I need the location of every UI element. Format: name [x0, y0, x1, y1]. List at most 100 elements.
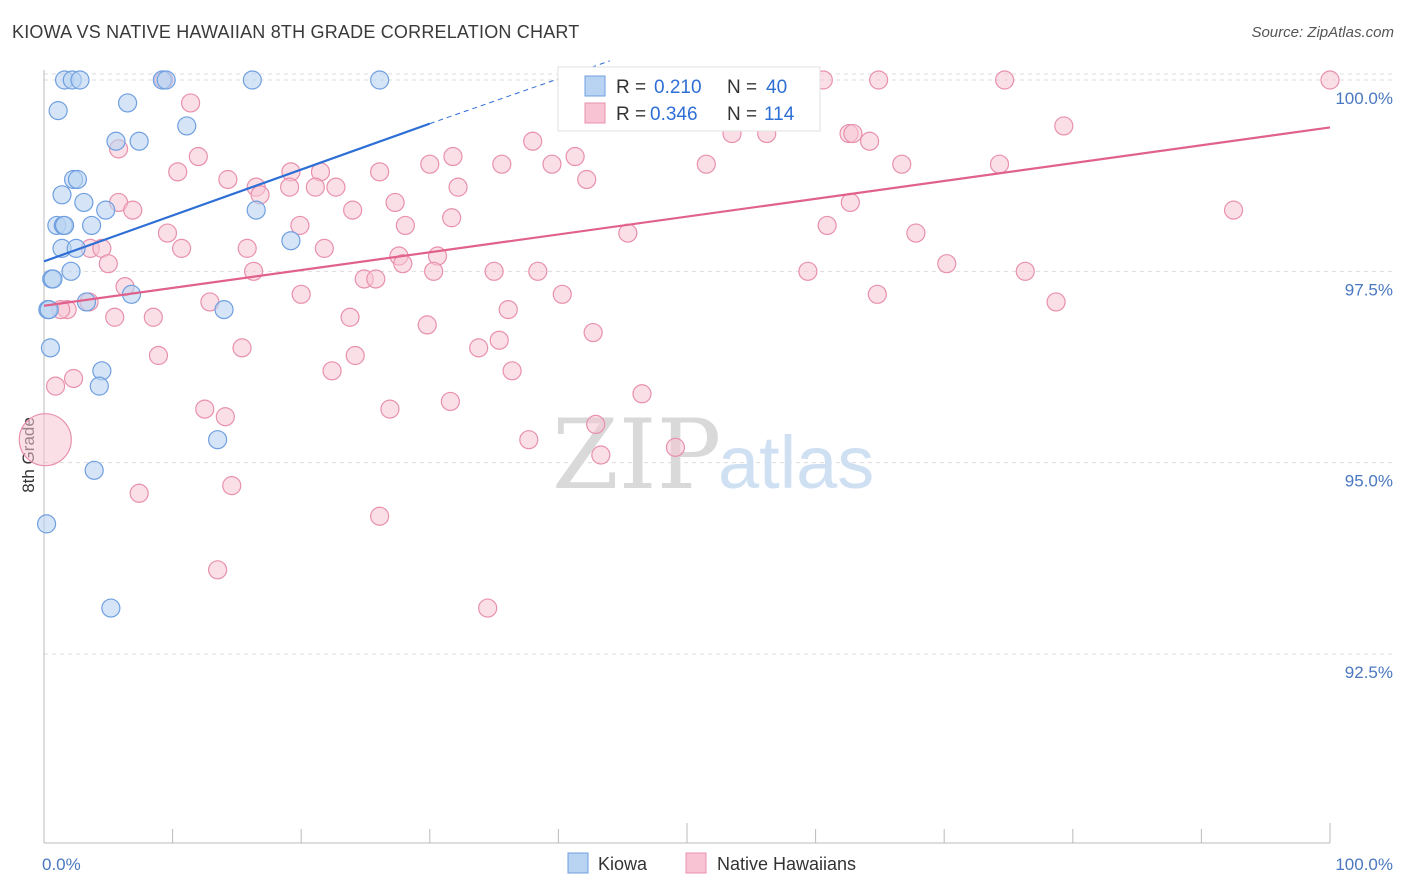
data-point-kiowa: [76, 292, 97, 312]
y-tick-label: 92.5%: [1345, 663, 1393, 682]
data-point-native-hawaiians: [632, 384, 652, 404]
data-point-native-hawaiians: [148, 345, 169, 366]
y-tick-labels: 92.5% 95.0% 97.5% 100.0%: [1335, 89, 1393, 682]
data-point-native-hawaiians: [129, 483, 149, 503]
data-point-kiowa: [370, 70, 390, 90]
data-point-native-hawaiians: [366, 269, 386, 289]
data-point-kiowa: [36, 514, 57, 534]
trend-extension-kiowa: [429, 60, 611, 125]
data-point-kiowa: [48, 101, 68, 121]
data-point-native-hawaiians: [290, 215, 310, 236]
legend-r-value: 0.346: [650, 104, 698, 125]
series-kiowa: [36, 70, 390, 618]
data-point-native-hawaiians: [489, 330, 509, 350]
data-point-native-hawaiians: [232, 338, 252, 358]
data-point-native-hawaiians: [385, 192, 405, 213]
data-point-native-hawaiians: [906, 223, 926, 243]
data-point-native-hawaiians: [1223, 200, 1244, 220]
data-point-native-hawaiians: [322, 361, 342, 381]
data-point-native-hawaiians: [798, 261, 818, 281]
y-tick-label: 95.0%: [1345, 472, 1393, 491]
data-point-native-hawaiians: [157, 223, 178, 243]
data-point-native-hawaiians: [565, 146, 585, 167]
data-point-native-hawaiians: [420, 154, 440, 174]
data-point-kiowa: [281, 231, 301, 251]
data-point-native-hawaiians: [345, 345, 365, 366]
data-point-native-hawaiians: [843, 123, 863, 144]
data-point-native-hawaiians: [1015, 261, 1035, 281]
data-point-kiowa: [214, 300, 234, 320]
data-point-native-hawaiians: [498, 300, 518, 320]
trend-line-kiowa: [43, 122, 431, 263]
data-point-native-hawaiians: [340, 307, 360, 327]
grid-lines: [44, 73, 1392, 655]
data-point-native-hawaiians: [502, 361, 522, 381]
data-point-native-hawaiians: [168, 162, 188, 182]
data-point-kiowa: [96, 200, 116, 220]
data-point-native-hawaiians: [869, 70, 889, 90]
data-point-kiowa: [66, 238, 86, 258]
data-point-kiowa: [208, 430, 228, 450]
data-point-native-hawaiians: [63, 368, 84, 389]
data-point-native-hawaiians: [395, 215, 415, 236]
data-point-native-hawaiians: [222, 476, 242, 496]
legend-n-label: N =: [727, 77, 757, 98]
data-point-native-hawaiians: [478, 598, 498, 618]
data-point-native-hawaiians: [937, 254, 957, 274]
data-point-native-hawaiians: [528, 261, 548, 281]
data-point-native-hawaiians: [440, 391, 460, 412]
data-point-kiowa: [89, 376, 109, 396]
legend-label-kiowa: Kiowa: [598, 854, 648, 874]
data-point-native-hawaiians: [181, 93, 201, 113]
data-point-native-hawaiians: [484, 261, 504, 281]
data-point-native-hawaiians: [519, 430, 539, 450]
data-point-kiowa: [101, 598, 121, 618]
legend-swatch-kiowa: [584, 75, 606, 97]
data-point-native-hawaiians: [98, 254, 118, 274]
data-point-native-hawaiians: [995, 70, 1015, 90]
watermark-zip: ZIP: [552, 399, 721, 511]
chart-title: KIOWA VS NATIVE HAWAIIAN 8TH GRADE CORRE…: [12, 22, 580, 42]
data-point-kiowa: [106, 131, 126, 151]
data-point-native-hawaiians: [208, 560, 228, 580]
data-point-native-hawaiians: [370, 506, 390, 526]
data-point-native-hawaiians: [143, 307, 163, 327]
data-point-native-hawaiians: [291, 284, 311, 304]
data-point-native-hawaiians: [492, 154, 512, 174]
legend-swatch-kiowa: [567, 852, 589, 874]
data-point-native-hawaiians: [448, 177, 468, 197]
data-point-kiowa: [242, 70, 262, 90]
data-point-native-hawaiians: [817, 215, 837, 236]
data-point-native-hawaiians: [577, 169, 597, 190]
watermark-atlas: atlas: [718, 421, 874, 504]
data-point-native-hawaiians: [393, 254, 413, 274]
watermark: ZIP atlas: [552, 399, 874, 511]
data-point-kiowa: [70, 70, 90, 90]
stats-legend: R = 0.210 N = 40 R = 0.346 N = 114: [557, 66, 821, 132]
data-point-kiowa: [52, 185, 72, 205]
data-point-native-hawaiians: [105, 307, 125, 327]
data-point-native-hawaiians: [583, 322, 603, 343]
data-point-kiowa: [117, 93, 138, 113]
data-point-native-hawaiians: [123, 200, 143, 220]
x-tick-labels: 0.0% 100.0%: [42, 855, 1393, 874]
data-point-native-hawaiians: [989, 154, 1010, 174]
x-tick-label: 100.0%: [1335, 855, 1393, 874]
trend-lines: [43, 60, 1331, 307]
data-point-native-hawaiians: [326, 177, 346, 197]
data-point-kiowa: [54, 215, 75, 236]
data-point-kiowa: [40, 338, 61, 358]
data-point-native-hawaiians: [237, 238, 257, 258]
data-point-native-hawaiians: [591, 445, 611, 465]
data-point-native-hawaiians: [172, 238, 192, 258]
data-point-kiowa: [81, 215, 102, 236]
data-point-native-hawaiians: [840, 192, 860, 213]
data-point-native-hawaiians: [314, 238, 334, 258]
data-point-native-hawaiians: [343, 200, 363, 220]
trend-line-native-hawaiians: [43, 126, 1331, 307]
data-point-native-hawaiians: [195, 399, 215, 419]
data-point-native-hawaiians: [586, 414, 606, 434]
data-point-native-hawaiians: [218, 169, 238, 190]
data-point-native-hawaiians: [542, 154, 562, 174]
